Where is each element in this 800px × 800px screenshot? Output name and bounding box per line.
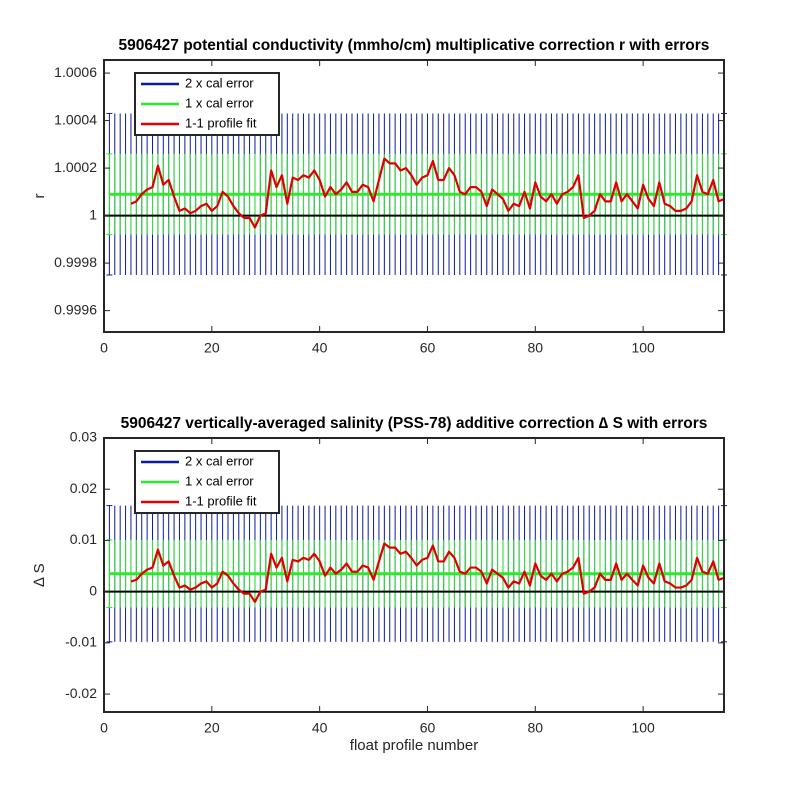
- chart-title: 5906427 potential conductivity (mmho/cm)…: [119, 37, 710, 54]
- x-tick-label: 100: [631, 340, 655, 356]
- x-axis-label: float profile number: [350, 737, 478, 754]
- y-tick-label: 0: [89, 582, 97, 598]
- y-tick-label: -0.02: [65, 685, 97, 701]
- legend: 2 x cal error 1 x cal error 1-1 profile fi…: [134, 450, 280, 514]
- legend-label: 1 x cal error: [185, 473, 254, 488]
- x-tick-label: 20: [204, 720, 220, 736]
- legend-label: 1 x cal error: [185, 95, 254, 110]
- fit-line: [130, 542, 725, 603]
- legend-label: 2 x cal error: [185, 75, 254, 90]
- y-tick-label: 0.9998: [54, 254, 97, 270]
- x-tick-label: 20: [204, 340, 220, 356]
- y-tick-label: 1: [89, 206, 97, 222]
- x-tick-label: 60: [420, 340, 436, 356]
- y-tick-label: 0.01: [70, 531, 97, 547]
- x-tick-label: 0: [100, 340, 108, 356]
- y-axis-label: r: [31, 194, 48, 199]
- legend: 2 x cal error 1 x cal error 1-1 profile fi…: [134, 72, 280, 136]
- y-axis-label: ∆ S: [31, 563, 48, 586]
- x-tick-label: 40: [312, 720, 328, 736]
- x-tick-label: 60: [420, 720, 436, 736]
- y-tick-label: 0.9996: [54, 301, 97, 317]
- legend-label: 1-1 profile fit: [185, 493, 257, 508]
- y-tick-label: 1.0002: [54, 159, 97, 175]
- fit-line: [130, 157, 725, 229]
- y-tick-label: 1.0004: [54, 111, 97, 127]
- axes-frame: [103, 437, 725, 713]
- legend-label: 1-1 profile fit: [185, 115, 257, 130]
- x-tick-label: 100: [631, 720, 655, 736]
- x-tick-label: 80: [528, 340, 544, 356]
- x-tick-label: 80: [528, 720, 544, 736]
- x-tick-label: 40: [312, 340, 328, 356]
- legend-label: 2 x cal error: [185, 453, 254, 468]
- axes-frame: [103, 59, 725, 333]
- y-tick-label: 0.02: [70, 480, 97, 496]
- y-tick-label: -0.01: [65, 634, 97, 650]
- chart-title: 5906427 vertically-averaged salinity (PS…: [121, 415, 708, 432]
- y-tick-label: 1.0006: [54, 64, 97, 80]
- y-tick-label: 0.03: [70, 429, 97, 445]
- x-tick-label: 0: [100, 720, 108, 736]
